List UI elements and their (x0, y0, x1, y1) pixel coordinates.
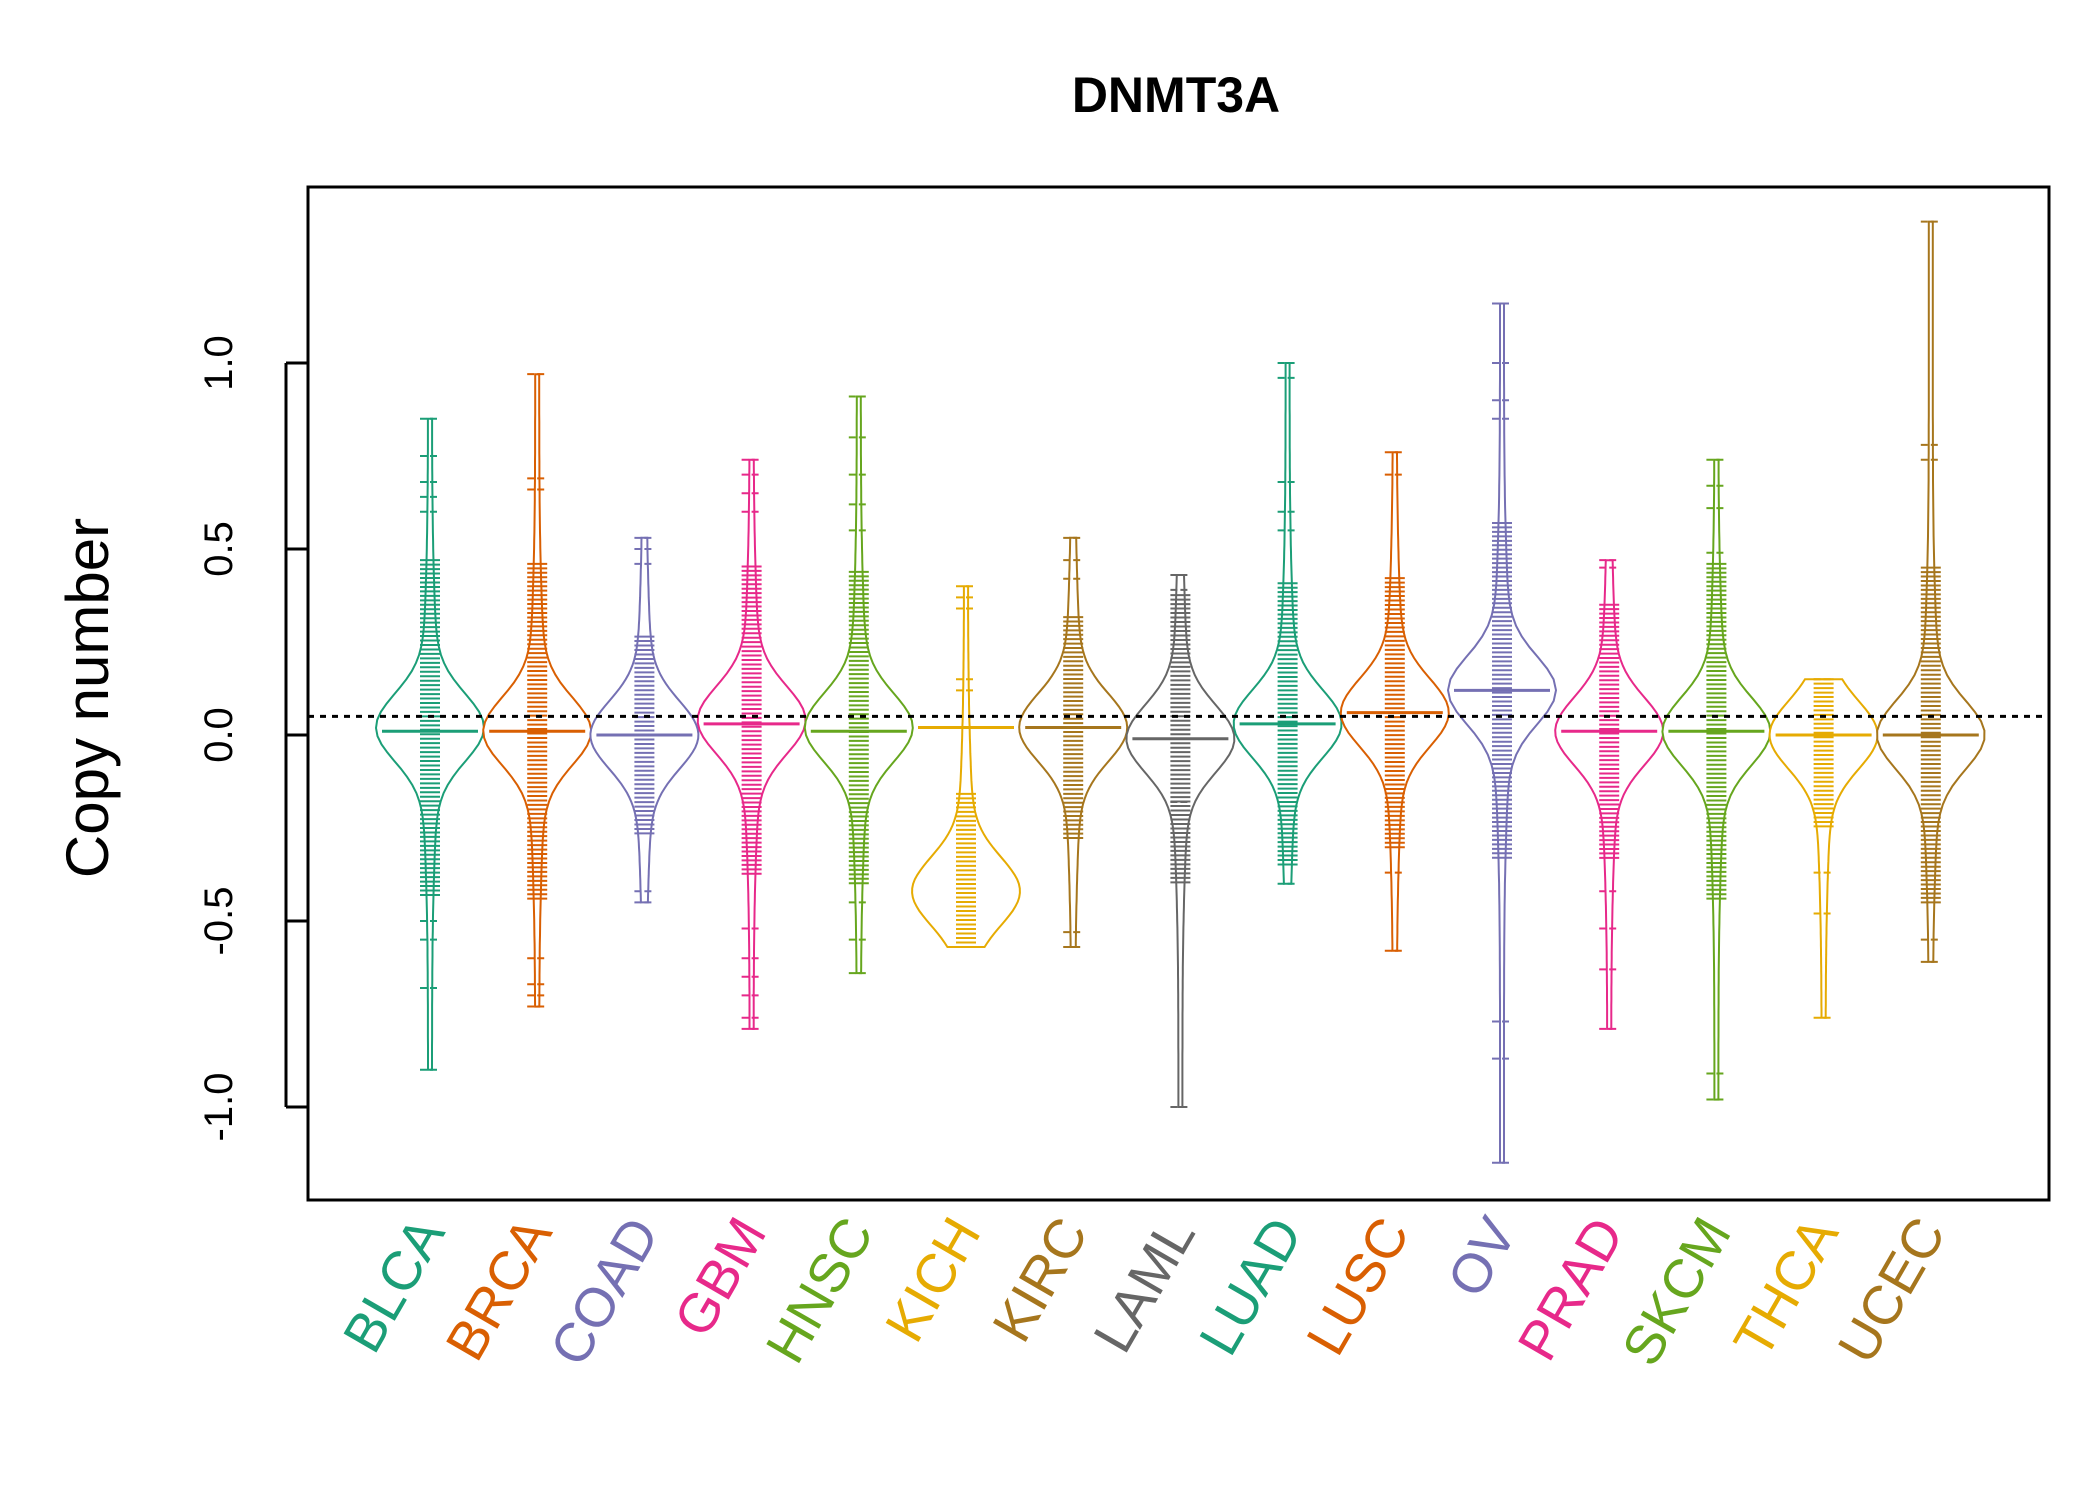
bean-ov (1446, 302, 1558, 1164)
x-category-label: COAD (538, 1207, 671, 1376)
bean-luad (1232, 362, 1343, 885)
y-tick-label: 0.5 (197, 521, 241, 577)
bean-density (1661, 458, 1772, 1101)
chart-title: DNMT3A (1072, 67, 1280, 123)
x-category-label: SKCM (1610, 1207, 1743, 1376)
bean-coad (589, 536, 700, 904)
y-tick-label: 1.0 (197, 335, 241, 391)
bean-gbm (696, 458, 807, 1030)
y-tick-label: 0.0 (197, 707, 241, 763)
bean-lusc (1339, 451, 1450, 952)
bean-kirc (1018, 536, 1129, 949)
x-category-label: LAML (1081, 1207, 1207, 1362)
y-axis-label: Copy number (54, 518, 121, 878)
x-category-label: LUSC (1294, 1207, 1421, 1365)
y-tick-label: -1.0 (197, 1073, 241, 1142)
x-category-label: LUAD (1187, 1207, 1314, 1365)
bean-ucec (1876, 220, 1986, 963)
bean-prad (1554, 559, 1665, 1030)
plot-frame (306, 185, 2051, 1202)
bean-density (911, 585, 1021, 948)
x-category-label: UCEC (1826, 1207, 1958, 1373)
bean-density (1768, 678, 1879, 1019)
x-category-label: HNSC (754, 1207, 886, 1373)
bean-density (1876, 220, 1986, 963)
y-tick-label: -0.5 (197, 887, 241, 956)
bean-thca (1768, 678, 1879, 1019)
x-category-label: OV (1435, 1207, 1529, 1307)
bean-density (803, 395, 914, 975)
bean-group (374, 220, 1986, 1164)
bean-hnsc (803, 395, 914, 975)
x-category-label: KICH (873, 1207, 992, 1352)
bean-skcm (1661, 458, 1772, 1101)
bean-density (589, 536, 700, 904)
bean-density (374, 417, 486, 1071)
y-axis: -1.0 -0.5 0.0 0.5 1.0 (197, 335, 308, 1141)
bean-blca (374, 417, 486, 1071)
x-category-label: GBM (662, 1207, 778, 1346)
bean-density (482, 373, 593, 1008)
bean-density (1018, 536, 1129, 948)
bean-laml (1125, 574, 1236, 1108)
bean-brca (482, 373, 593, 1008)
bean-density (1339, 451, 1450, 952)
bean-kich (911, 585, 1021, 949)
